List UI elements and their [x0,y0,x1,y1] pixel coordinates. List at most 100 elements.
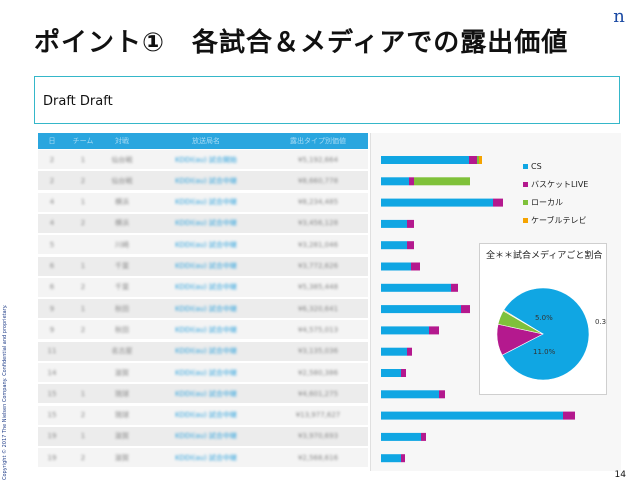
chart-legend: CS バスケットLIVE ローカル ケーブルテレビ [523,157,588,229]
table-header-cell: 露出タイプ別価値 [290,137,346,145]
table-cell: ¥5,192,664 [297,155,339,164]
table-cell: 2 [80,176,86,185]
table-cell: ¥6,320,641 [297,304,339,313]
bar-segment [407,347,412,356]
table-cell: 6 [49,283,55,292]
legend-item: ローカル [523,193,588,211]
table-cell: 6 [49,262,55,270]
table-cell: KDDI(au) 試合中継 [175,389,237,398]
bar-segment [381,326,429,335]
bar-segment [381,454,401,463]
table-cell: 滋賀 [115,432,129,441]
legend-label: CS [531,161,542,171]
table-cell: 滋賀 [115,368,129,377]
table-cell: 仙台戦 [111,155,133,164]
table-cell: KDDI(au) 試合中継 [175,176,237,185]
table-cell: 秋田 [115,304,129,313]
table-cell: ¥3,281,046 [297,240,339,249]
table-cell: KDDI(au) 試合中継 [175,304,237,313]
table-cell: KDDI(au) 試合中継 [175,198,237,207]
table-cell: 4 [49,219,55,228]
draft-textbox[interactable]: Draft Draft [34,76,620,124]
pie-slice [501,287,590,381]
table-row: 2 1 仙台戦 KDDI(au) 試合開始 ¥5,192,664 [38,150,368,170]
table-cell: 横浜 [115,198,129,207]
table-row: 11 名古屋 KDDI(au) 試合中継 ¥3,135,036 [38,341,368,362]
bar-segment [381,283,451,292]
table-cell: ¥2,580,386 [297,368,339,377]
pie-slice-label: 83.7% [595,390,606,394]
table-cell: ¥3,772,626 [297,262,339,270]
table-cell: 11 [47,347,57,356]
legend-swatch [523,181,528,187]
table-cell: KDDI(au) 試合中継 [175,325,237,334]
table-header-cell: 対戦 [115,137,129,145]
bar-segment [381,156,469,164]
pie-slice [502,309,544,335]
table-cell: 仙台戦 [111,176,133,185]
bar-segment [429,326,439,335]
bar-segment [401,454,405,463]
table-cell: 1 [80,155,86,164]
table-cell: KDDI(au) 試合中継 [175,453,237,462]
table-cell: 横浜 [115,219,129,228]
table-row: 6 1 千葉 KDDI(au) 試合中継 ¥3,772,626 [38,256,368,277]
bar-segment [381,177,409,186]
pie-chart-svg: 83.7% 11.0% 5.0% 0.3% [496,287,606,394]
table-cell: 5 [49,240,55,249]
table-cell: KDDI(au) 試合中継 [175,411,237,420]
bar-segment [477,156,479,164]
table-cell: ¥5,385,448 [297,283,339,292]
pie-slice-label: 11.0% [533,348,556,356]
bar-segment [414,177,470,186]
table-cell: 15 [47,411,57,420]
legend-label: ローカル [531,197,563,207]
bar-segment [381,198,493,207]
table-cell: KDDI(au) 試合開始 [175,155,237,164]
table-row: 4 2 横浜 KDDI(au) 試合中継 ¥3,456,128 [38,213,368,234]
table-row: 15 2 琉球 KDDI(au) 試合中継 ¥13,977,627 [38,405,368,426]
table-cell: 2 [49,176,55,185]
table-cell: 滋賀 [115,453,129,462]
bar-chart: CS バスケットLIVE ローカル ケーブルテレビ 全＊＊試合メディアごと割合 … [370,133,621,471]
table-cell: KDDI(au) 試合中継 [175,368,237,377]
table-row: 15 1 琉球 KDDI(au) 試合中継 ¥4,601,275 [38,384,368,405]
bar-segment [381,411,563,420]
table-cell: 1 [80,262,86,270]
table-cell: KDDI(au) 試合中継 [175,219,237,228]
logo-text: n [613,6,625,27]
table-cell: 1 [80,198,86,207]
table-cell: 4 [49,198,55,207]
table-cell: ¥4,601,275 [297,389,339,398]
table-cell: 名古屋 [111,347,133,356]
legend-label: ケーブルテレビ [531,215,587,225]
table-row: 9 2 秋田 KDDI(au) 試合中継 ¥4,575,013 [38,320,368,341]
table-cell: ¥3,970,693 [297,432,339,441]
table-cell: ¥8,660,778 [297,176,339,185]
bar-segment [381,219,407,228]
table-header: 日 チーム 対戦 放送局名 露出タイプ別価値 [38,133,368,149]
bar-segment [381,432,421,441]
pie-slice-label: 0.3% [595,318,606,326]
table-cell: KDDI(au) 試合中継 [175,283,237,292]
bar-segment [381,305,461,314]
legend-item: CS [523,157,588,175]
table-cell: ¥3,135,036 [297,347,339,356]
table-cell: 2 [49,155,55,164]
table-cell: 19 [47,453,57,462]
bar-segment [479,156,482,164]
table-cell: KDDI(au) 試合中継 [175,347,237,356]
table-cell: 2 [80,283,86,292]
table-row: 19 2 滋賀 KDDI(au) 試合中継 ¥2,568,616 [38,448,368,469]
bar-segment [381,369,401,377]
bar-segment [439,390,445,399]
bar-segment [401,369,406,377]
bar-segment [563,411,575,420]
table-cell: ¥4,575,013 [297,325,339,334]
table-header-cell: 日 [48,137,56,145]
legend-swatch [523,217,528,223]
bar-segment [407,219,414,228]
nielsen-logo: n [608,6,630,28]
bar-segment [421,432,426,441]
table-row: 14 滋賀 KDDI(au) 試合中継 ¥2,580,386 [38,363,368,383]
